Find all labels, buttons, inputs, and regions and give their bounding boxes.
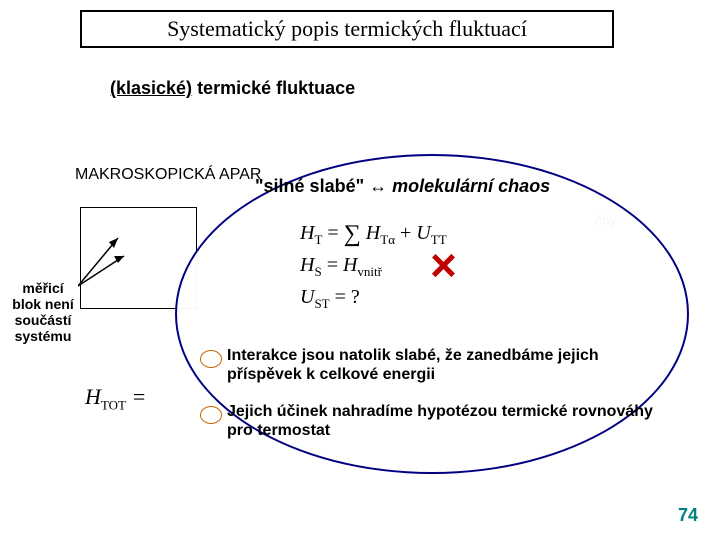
bidir-arrow-icon: ↔ [364,176,392,196]
cross-out-icon: × [430,238,457,292]
subtitle-underlined: (klasické) [110,78,192,98]
equations-block: HT = ∑ HTα + UTT HS = Hvnitř UST = ? [300,214,447,313]
pointer-arrows [78,228,138,288]
bullet-circle-icon [200,350,222,368]
bullet-circle-icon [200,406,222,424]
bullet-text-2: Jejich účinek nahradíme hypotézou termic… [227,402,657,440]
title-text: Systematický popis termických fluktuací [167,16,527,42]
subtitle-rest: termické fluktuace [192,78,355,98]
subtitle: (klasické) termické fluktuace [110,78,355,99]
equation-row-1: HT = ∑ HTα + UTT [300,214,447,250]
ellipse-heading: "silné slabé" ↔ molekulární chaos [255,176,550,197]
equation-row-3: UST = ? [300,282,447,314]
page-number: 74 [678,505,698,526]
htot-sub: TOT [101,397,126,412]
bullet-text-1: Interakce jsou natolik slabé, že zanedbá… [227,346,657,384]
htot-h: H [85,384,101,409]
ellipse-head-quote: "silné slabé" [255,176,364,196]
title-box: Systematický popis termických fluktuací [80,10,614,48]
equation-row-2: HS = Hvnitř [300,250,447,282]
htot-eq: = [126,384,146,409]
h-tot-equation: HTOT = [85,384,146,413]
sigma-icon: ∑ [344,221,361,247]
measure-block-label: měřicí blok není součástí systému [9,280,77,344]
macro-label: MAKROSKOPICKÁ APAR [75,166,261,184]
ellipse-head-italic: molekulární chaos [392,176,550,196]
